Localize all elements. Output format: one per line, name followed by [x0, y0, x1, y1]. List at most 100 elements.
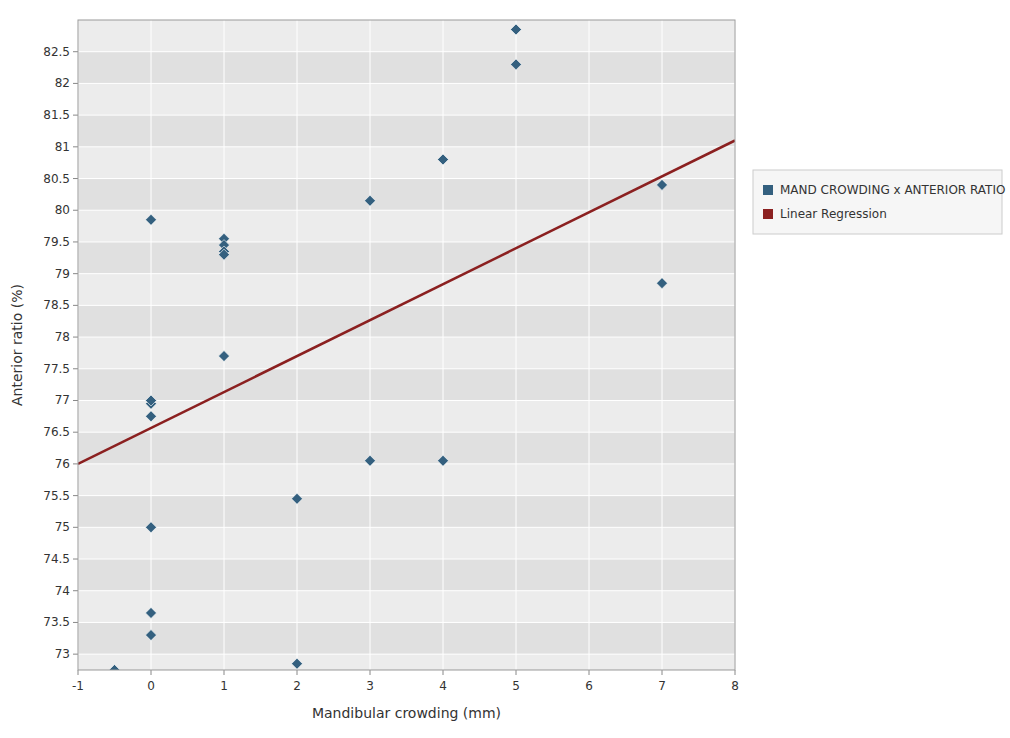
scatter-point	[292, 658, 303, 669]
tick-label: 5	[512, 679, 520, 693]
tick-label: 74.5	[43, 552, 70, 566]
tick-label: 73	[55, 647, 70, 661]
tick-label: 77	[55, 393, 70, 407]
tick-mark	[297, 670, 298, 675]
grid-line	[78, 654, 735, 655]
tick-mark	[73, 559, 78, 560]
scatter-point	[292, 493, 303, 504]
y-axis-label: Anterior ratio (%)	[9, 284, 25, 406]
tick-label: 81.5	[43, 108, 70, 122]
plot-background	[78, 20, 735, 670]
tick-label: 82.5	[43, 45, 70, 59]
tick-mark	[73, 83, 78, 84]
scatter-point	[511, 24, 522, 35]
tick-label: 4	[439, 679, 447, 693]
tick-mark	[73, 368, 78, 369]
tick-mark	[370, 670, 371, 675]
scatter-point	[109, 665, 120, 671]
tick-label: 6	[585, 679, 593, 693]
scatter-point	[657, 278, 668, 289]
tick-mark	[73, 146, 78, 147]
tick-label: 80	[55, 203, 70, 217]
plot-frame	[78, 20, 735, 670]
tick-mark	[73, 654, 78, 655]
tick-label: -1	[72, 679, 84, 693]
legend-label: MAND CROWDING x ANTERIOR RATIO	[780, 183, 1005, 197]
tick-mark	[73, 622, 78, 623]
band	[78, 179, 735, 211]
tick-mark	[73, 210, 78, 211]
tick-label: 0	[147, 679, 155, 693]
grid-line	[78, 400, 735, 401]
band	[78, 622, 735, 654]
tick-mark	[73, 273, 78, 274]
grid-line	[78, 241, 735, 242]
grid-line	[370, 20, 371, 670]
grid-line	[78, 368, 735, 369]
grid-line	[78, 527, 735, 528]
scatter-point	[438, 154, 449, 165]
scatter-point	[146, 630, 157, 641]
scatter-point	[146, 395, 157, 406]
grid-line	[78, 305, 735, 306]
tick-mark	[73, 178, 78, 179]
tick-mark	[73, 51, 78, 52]
tick-label: 8	[731, 679, 739, 693]
tick-mark	[151, 670, 152, 675]
grid-line	[516, 20, 517, 670]
tick-label: 1	[220, 679, 228, 693]
tick-mark	[224, 670, 225, 675]
scatter-point	[438, 455, 449, 466]
grid-line	[78, 83, 735, 84]
grid-line	[78, 146, 735, 147]
band	[78, 559, 735, 591]
grid-line	[78, 210, 735, 211]
tick-label: 79.5	[43, 235, 70, 249]
scatter-point	[146, 607, 157, 618]
band	[78, 496, 735, 528]
data-group	[78, 24, 735, 670]
scatter-point	[365, 195, 376, 206]
scatter-point	[219, 351, 230, 362]
tick-label: 2	[293, 679, 301, 693]
scatter-point	[146, 214, 157, 225]
band	[78, 305, 735, 337]
grid-line	[78, 51, 735, 52]
scatter-point	[146, 522, 157, 533]
tick-label: 76	[55, 457, 70, 471]
legend-box	[753, 170, 1002, 234]
grid-line	[589, 20, 590, 670]
tick-mark	[735, 670, 736, 675]
x-axis-label: Mandibular crowding (mm)	[312, 705, 501, 721]
tick-mark	[73, 115, 78, 116]
scatter-point	[365, 455, 376, 466]
tick-mark	[73, 432, 78, 433]
scatter-point	[657, 179, 668, 190]
grid-line	[78, 463, 735, 464]
grid-line	[443, 20, 444, 670]
tick-label: 80.5	[43, 172, 70, 186]
tick-mark	[73, 590, 78, 591]
tick-label: 7	[658, 679, 666, 693]
tick-mark	[516, 670, 517, 675]
grid-line	[78, 432, 735, 433]
band	[78, 432, 735, 464]
grid-line	[78, 495, 735, 496]
scatter-point	[219, 249, 230, 260]
scatter-point	[511, 59, 522, 70]
tick-mark	[73, 463, 78, 464]
band	[78, 369, 735, 401]
legend-label: Linear Regression	[780, 207, 887, 221]
grid-line	[224, 20, 225, 670]
grid-line	[78, 559, 735, 560]
tick-label: 79	[55, 267, 70, 281]
tick-mark	[662, 670, 663, 675]
grid-line	[78, 622, 735, 623]
grid-line	[78, 178, 735, 179]
tick-label: 77.5	[43, 362, 70, 376]
scatter-point	[146, 411, 157, 422]
grid-line	[78, 590, 735, 591]
tick-mark	[73, 241, 78, 242]
tick-label: 78.5	[43, 298, 70, 312]
tick-mark	[73, 495, 78, 496]
